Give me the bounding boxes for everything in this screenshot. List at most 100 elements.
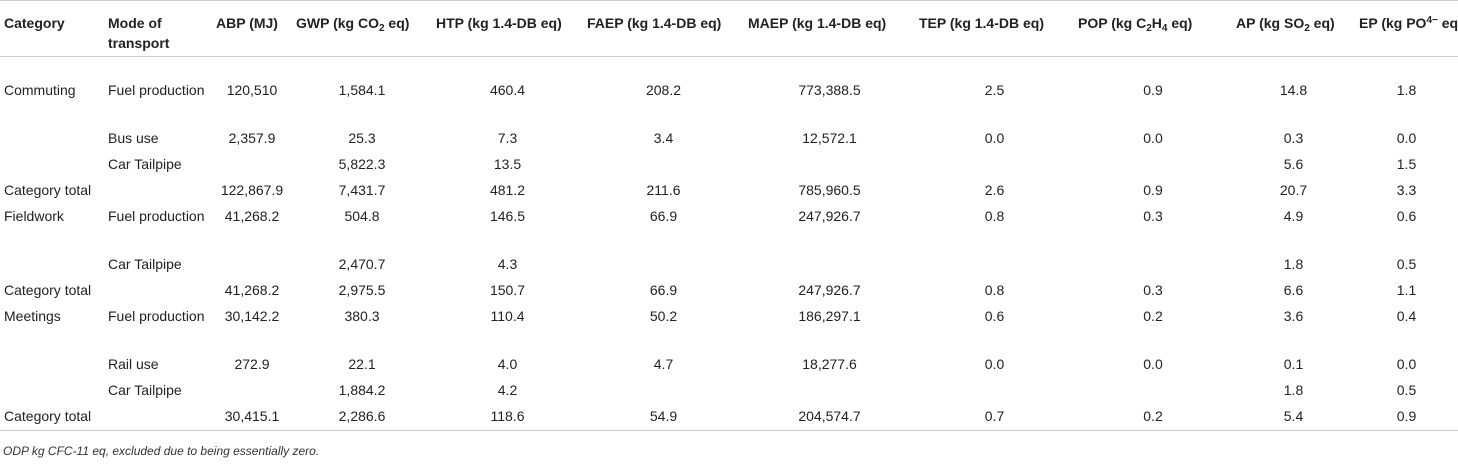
cell-faep xyxy=(583,153,744,179)
cell-category: Category total xyxy=(0,404,104,431)
cell-category xyxy=(0,153,104,179)
header-category: Category xyxy=(0,0,104,57)
cell-ap: 1.8 xyxy=(1283,381,1304,398)
cell-mode: Fuel production xyxy=(108,207,205,224)
cell-maep xyxy=(744,253,915,279)
header-gwp: GWP (kg CO2 eq) xyxy=(292,0,432,57)
table-body: Commuting Fuel production 120,510 1,584.1 46… xyxy=(0,57,1458,431)
cell-htp: 13.5 xyxy=(493,155,522,172)
cell-maep: 12,572.1 xyxy=(802,129,857,146)
cell-pop: 0.2 xyxy=(1074,404,1232,431)
cell-tep: 0.0 xyxy=(984,355,1005,372)
cell-htp: 110.4 xyxy=(490,307,525,324)
cell-ep: 1.1 xyxy=(1396,281,1417,298)
cell-mode: Rail use xyxy=(108,355,159,372)
cell-category: Meetings xyxy=(4,307,61,324)
cell-ap: 20.7 xyxy=(1279,181,1308,198)
cell-ep: 1.5 xyxy=(1396,155,1417,172)
cell-ep: 0.9 xyxy=(1355,404,1458,431)
table-row: Fieldwork Fuel production 41,268.2 504.8 146… xyxy=(0,205,1458,253)
header-faep: FAEP (kg 1.4-DB eq) xyxy=(583,0,744,57)
cell-faep: 211.6 xyxy=(646,181,681,198)
cell-faep xyxy=(583,379,744,405)
cell-maep: 186,297.1 xyxy=(798,307,861,324)
cell-htp: 460.4 xyxy=(489,82,526,98)
cell-category xyxy=(0,253,104,279)
cell-ep: 0.5 xyxy=(1396,381,1417,398)
table-row: Car Tailpipe 5,822.3 13.5 5.6 1.5 xyxy=(0,153,1458,179)
cell-htp: 4.3 xyxy=(497,255,518,272)
cell-mode xyxy=(104,179,212,205)
header-mode: Mode of transport xyxy=(104,0,212,57)
cell-tep: 2.5 xyxy=(984,82,1005,98)
cell-gwp: 2,286.6 xyxy=(292,404,432,431)
cell-tep: 0.8 xyxy=(984,281,1005,298)
cell-abp xyxy=(212,153,292,179)
header-ep: EP (kg PO4− eq) xyxy=(1355,0,1458,57)
cell-ep: 3.3 xyxy=(1396,181,1417,198)
table-row: Rail use 272.9 22.1 4.0 4.7 18,277.6 0.0 0.0 0.1… xyxy=(0,353,1458,379)
cell-ep: 0.0 xyxy=(1396,129,1417,146)
cell-tep xyxy=(915,253,1074,279)
cell-mode: Bus use xyxy=(108,129,159,146)
table-row: Category total 122,867.9 7,431.7 481.2 211.6… xyxy=(0,179,1458,205)
cell-htp: 4.0 xyxy=(497,355,518,372)
cell-abp: 120,510 xyxy=(226,82,278,98)
header-abp: ABP (MJ) xyxy=(212,0,292,57)
cell-ep: 0.4 xyxy=(1396,307,1417,324)
cell-category: Category total xyxy=(4,281,92,298)
header-pop: POP (kg C2H4 eq) xyxy=(1074,0,1232,57)
cell-pop: 0.2 xyxy=(1143,307,1163,324)
cell-pop: 0.3 xyxy=(1143,207,1163,224)
cell-abp: 30,415.1 xyxy=(212,404,292,431)
table-footnote: ODP kg CFC-11 eq, excluded due to being … xyxy=(3,444,320,458)
cell-gwp: 504.8 xyxy=(344,207,380,224)
cell-faep: 3.4 xyxy=(653,129,674,146)
cell-htp: 7.3 xyxy=(497,129,518,146)
header-maep: MAEP (kg 1.4-DB eq) xyxy=(744,0,915,57)
cell-pop xyxy=(1074,153,1232,179)
cell-category xyxy=(0,353,104,379)
cell-tep: 2.6 xyxy=(984,181,1005,198)
cell-maep xyxy=(744,153,915,179)
cell-ep: 1.8 xyxy=(1396,82,1417,98)
cell-faep: 50.2 xyxy=(649,307,678,324)
cell-ap: 6.6 xyxy=(1283,281,1304,298)
impact-table: Category Mode of transport ABP (MJ) GWP … xyxy=(0,0,1458,431)
cell-gwp: 22.1 xyxy=(348,355,376,372)
cell-category: Category total xyxy=(4,181,92,198)
cell-category xyxy=(0,127,104,153)
cell-ap: 5.4 xyxy=(1232,404,1355,431)
cell-abp xyxy=(212,379,292,405)
cell-pop: 0.0 xyxy=(1143,355,1163,372)
table-row: Bus use 2,357.9 25.3 7.3 3.4 12,572.1 0.0 0.0 0.… xyxy=(0,127,1458,153)
cell-category xyxy=(0,379,104,405)
cell-tep: 0.8 xyxy=(984,207,1005,224)
cell-mode: Car Tailpipe xyxy=(108,381,182,398)
cell-gwp: 7,431.7 xyxy=(338,181,386,198)
cell-faep: 66.9 xyxy=(649,281,678,298)
cell-pop xyxy=(1074,379,1232,405)
cell-tep xyxy=(915,379,1074,405)
cell-faep: 54.9 xyxy=(583,404,744,431)
cell-gwp: 25.3 xyxy=(348,129,376,146)
cell-tep: 0.7 xyxy=(915,404,1074,431)
cell-faep: 66.9 xyxy=(649,207,678,224)
table-row: Category total 30,415.1 2,286.6 118.6 54.9 20… xyxy=(0,404,1458,431)
table-row: Car Tailpipe 2,470.7 4.3 1.8 0.5 xyxy=(0,253,1458,279)
cell-pop xyxy=(1074,253,1232,279)
cell-pop: 0.9 xyxy=(1143,181,1163,198)
cell-ap: 0.1 xyxy=(1283,355,1304,372)
cell-gwp: 2,975.5 xyxy=(338,281,386,298)
table-row: Category total 41,268.2 2,975.5 150.7 66.9 24… xyxy=(0,279,1458,305)
cell-gwp: 5,822.3 xyxy=(338,155,386,172)
cell-gwp: 1,584.1 xyxy=(338,82,386,98)
cell-ap: 3.6 xyxy=(1283,307,1304,324)
cell-faep: 208.2 xyxy=(645,82,682,98)
table-row: Meetings Fuel production 30,142.2 380.3 110.… xyxy=(0,305,1458,353)
cell-gwp: 380.3 xyxy=(344,307,380,324)
header-row: Category Mode of transport ABP (MJ) GWP … xyxy=(0,0,1458,57)
cell-mode xyxy=(104,279,212,305)
cell-category: Commuting xyxy=(4,82,76,98)
